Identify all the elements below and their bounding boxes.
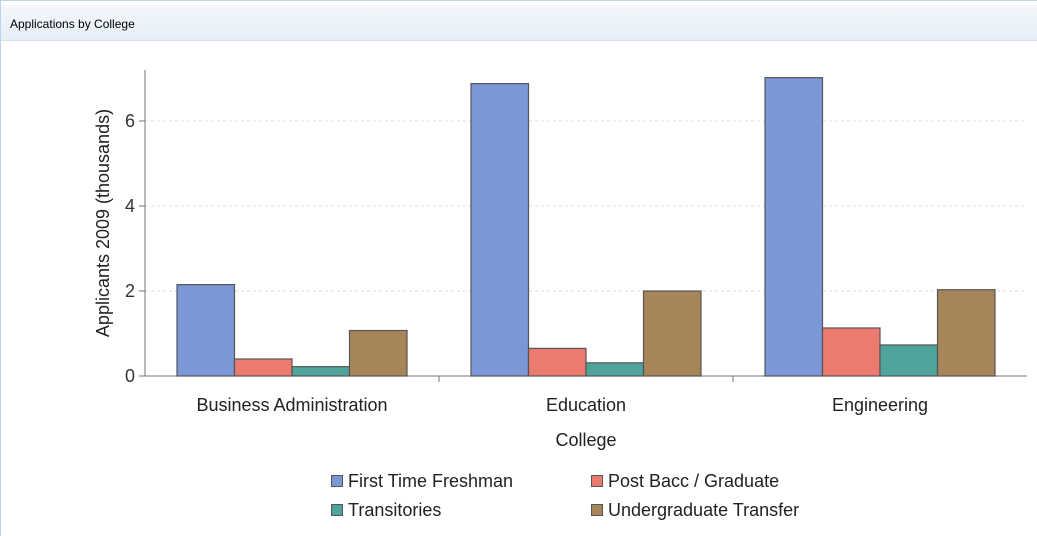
legend-item: Transitories: [331, 500, 441, 520]
bar: [879, 344, 939, 377]
legend-item: First Time Freshman: [331, 471, 513, 491]
y-tick-label: 4: [125, 196, 135, 216]
legend-swatch: [591, 475, 603, 487]
x-tick-label: Business Administration: [196, 395, 387, 415]
legend-label: Transitories: [348, 499, 442, 520]
y-tick-label: 6: [125, 111, 135, 131]
bar: [585, 362, 645, 377]
bar: [527, 347, 587, 377]
legend-label: Post Bacc / Graduate: [608, 470, 780, 491]
legend-item: Post Bacc / Graduate: [591, 471, 779, 491]
legend-swatch: [591, 504, 603, 516]
x-tick-label: Education: [546, 395, 626, 415]
x-tick-label: Engineering: [832, 395, 928, 415]
bar: [348, 329, 408, 377]
panel-title: Applications by College: [10, 17, 135, 31]
legend-swatch: [331, 504, 343, 516]
bar: [291, 366, 351, 377]
x-axis-label: College: [555, 430, 616, 450]
bar: [233, 358, 293, 377]
legend-item: Undergraduate Transfer: [591, 500, 799, 520]
legend-label: First Time Freshman: [348, 470, 514, 491]
y-axis-label: Applicants 2009 (thousands): [93, 109, 113, 337]
legend-label: Undergraduate Transfer: [608, 499, 800, 520]
bar: [936, 289, 996, 377]
bar: [821, 327, 881, 377]
bar: [764, 77, 824, 377]
y-tick-label: 2: [125, 281, 135, 301]
y-tick-label: 0: [125, 366, 135, 386]
bar: [470, 82, 530, 377]
panel-header: Applications by College: [1, 5, 1037, 41]
legend-swatch: [331, 475, 343, 487]
bar: [642, 290, 702, 377]
bar: [176, 284, 236, 377]
